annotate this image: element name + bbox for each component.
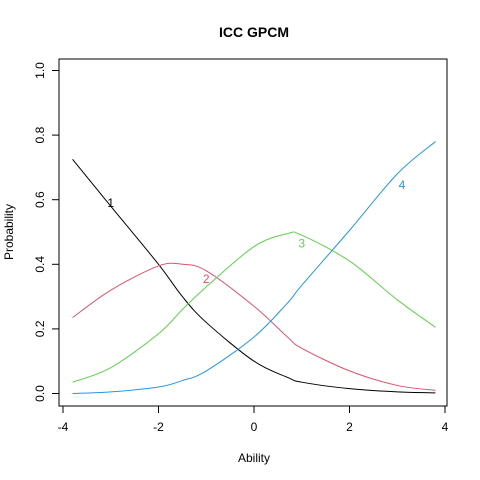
x-tick-label: 0 — [251, 420, 258, 434]
plot-box — [58, 58, 448, 407]
curve-labels: 1 2 3 4 — [107, 178, 405, 286]
chart-title: ICC GPCM — [219, 24, 289, 40]
curve-category-4 — [72, 141, 436, 394]
y-tick-label: 0.2 — [33, 320, 47, 337]
x-axis: -4 -2 0 2 4 — [58, 405, 449, 434]
curve-category-1 — [72, 159, 436, 394]
y-axis: 0.0 0.2 0.4 0.6 0.8 1.0 — [33, 62, 60, 402]
curve-category-3 — [72, 231, 436, 383]
y-tick-label: 1.0 — [33, 62, 47, 79]
y-tick-label: 0.4 — [33, 256, 47, 273]
x-tick-label: -2 — [153, 420, 164, 434]
curve-label-2: 2 — [203, 272, 210, 286]
curve-label-4: 4 — [399, 178, 406, 192]
x-tick-label: 4 — [442, 420, 449, 434]
curve-category-2 — [72, 262, 436, 391]
curves — [72, 141, 436, 394]
y-tick-label: 0.0 — [33, 385, 47, 402]
curve-label-3: 3 — [298, 236, 305, 250]
curve-label-1: 1 — [107, 196, 114, 210]
y-tick-label: 0.8 — [33, 126, 47, 143]
x-tick-label: -4 — [58, 420, 69, 434]
y-tick-label: 0.6 — [33, 191, 47, 208]
x-tick-label: 2 — [346, 420, 353, 434]
x-axis-label: Ability — [238, 451, 270, 465]
y-axis-label: Probability — [2, 204, 16, 260]
